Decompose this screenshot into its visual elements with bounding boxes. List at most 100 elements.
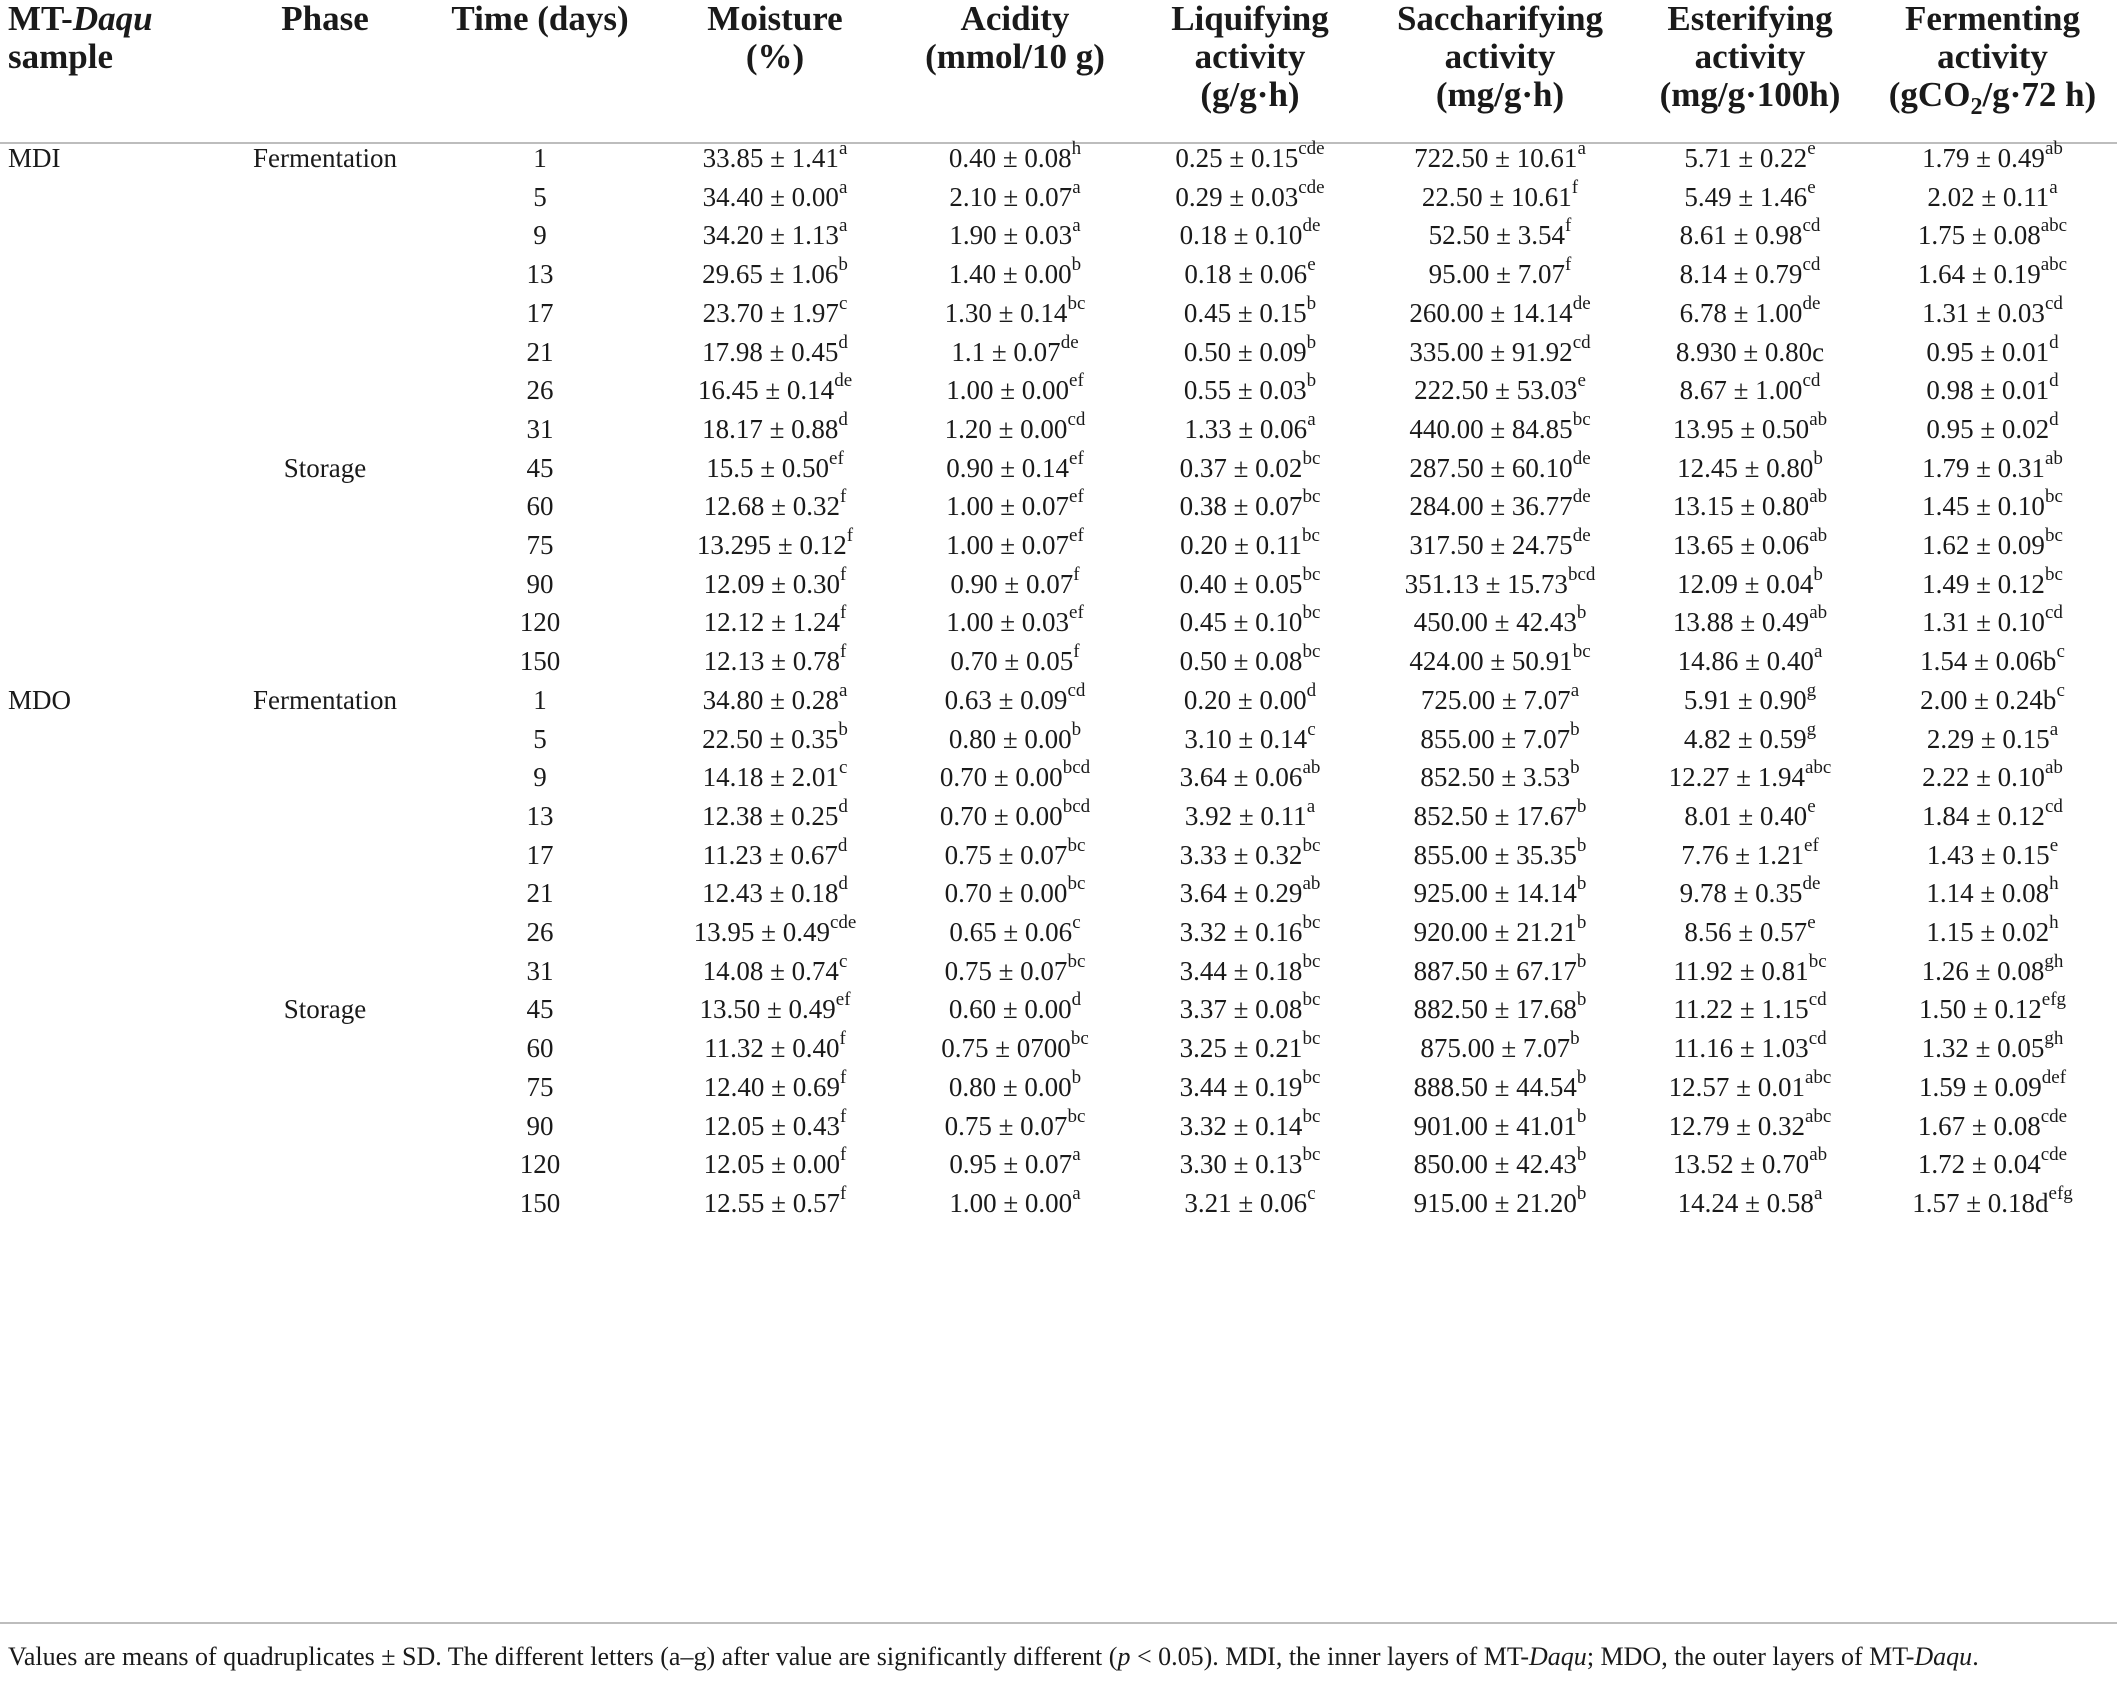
cell-value: 9.78 ± 0.35 [1679,878,1803,909]
cell-esterifying: 12.45 ± 0.80b [1630,442,1870,494]
cell-value: 8.67 ± 1.00 [1679,375,1803,406]
header-fermenting-subscript: 2 [1970,94,1983,120]
cell-value: 1.33 ± 0.06 [1184,413,1308,444]
cell-value: 0.40 ± 0.05 [1179,568,1303,599]
cell-esterifying: 6.78 ± 1.00de [1630,287,1870,339]
cell-liquifying: 0.37 ± 0.02bc [1135,442,1365,494]
significance-letters: b [1071,1066,1082,1088]
cell-esterifying: 8.01 ± 0.40e [1630,790,1870,842]
significance-letters: de [1572,525,1591,546]
cell-esterifying: 8.67 ± 1.00cd [1630,364,1870,416]
significance-letters: ef [1069,602,1084,624]
significance-letters: ef [1069,525,1084,546]
cell-saccharifying: 335.00 ± 91.92cd [1365,326,1635,378]
table-row: 17 11.23 ± 0.67d 0.75 ± 0.07bc 3.33 ± 0.32b… [0,829,2117,881]
header-moisture-line1: Moisture [707,0,843,38]
significance-letters: a [1577,138,1586,159]
cell-value: 440.00 ± 84.85 [1409,413,1573,444]
cell-value: 12.38 ± 0.25 [702,800,839,831]
table-row: 21 12.43 ± 0.18d 0.70 ± 0.00bc 3.64 ± 0.29a… [0,867,2117,919]
significance-letters: ab [1809,408,1828,430]
cell-value: 0.20 ± 0.00 [1183,684,1307,715]
significance-letters: f [839,1028,846,1050]
cell-fermenting: 1.31 ± 0.03cd [1870,287,2115,339]
cell-value: 12.55 ± 0.57 [703,1187,840,1218]
significance-letters: bcd [1062,757,1091,779]
table-row: 5 22.50 ± 0.35b 0.80 ± 0.00b 3.10 ± 0.14c 85… [0,713,2117,765]
significance-letters: ef [1069,486,1084,508]
cell-value: 1.40 ± 0.00 [948,259,1072,290]
cell-esterifying: 8.14 ± 0.79cd [1630,248,1870,300]
cell-acidity: 1.20 ± 0.00cd [895,403,1135,455]
cell-value: 0.65 ± 0.06 [949,917,1073,947]
significance-letters: b [1576,1105,1587,1127]
cell-saccharifying: 317.50 ± 24.75de [1365,519,1635,571]
cell-value: 3.37 ± 0.08 [1179,994,1303,1025]
cell-value: 1.00 ± 0.00 [946,375,1070,406]
significance-letters: a [838,215,848,237]
table-row: MDO Fermentation 1 34.80 ± 0.28a 0.63 ± 0.09… [0,674,2117,726]
significance-letters: de [1572,486,1591,508]
cell-fermenting: 2.02 ± 0.11a [1870,171,2115,223]
cell-value: 1.57 ± 0.18d [1912,1187,2049,1218]
cell-value: 1.67 ± 0.08 [1917,1110,2041,1141]
cell-fermenting: 1.43 ± 0.15e [1870,829,2115,881]
significance-letters: h [1071,138,1082,159]
header-moisture-line2: (%) [745,37,805,76]
cell-value: 52.50 ± 3.54 [1428,220,1565,251]
significance-letters: b [1576,1144,1587,1166]
cell-fermenting: 1.67 ± 0.08cde [1870,1100,2115,1152]
significance-letters: cd [1802,370,1821,392]
cell-value: 882.50 ± 17.68 [1413,994,1577,1025]
header-fermenting: Fermenting activity (gCO2/g·72 h) [1870,0,2115,126]
cell-value: 34.40 ± 0.00 [702,181,839,212]
header-esterifying: Esterifying activity (mg/g·100h) [1630,0,1870,114]
cell-value: 450.00 ± 42.43 [1413,607,1577,638]
cell-value: 0.45 ± 0.15 [1183,297,1307,328]
cell-value: 0.29 ± 0.03 [1175,181,1299,212]
table-row: 13 12.38 ± 0.25d 0.70 ± 0.00bcd 3.92 ± 0.11… [0,790,2117,842]
cell-acidity: 0.75 ± 0.07bc [895,1100,1135,1152]
significance-letters: f [1565,254,1572,276]
cell-time: 26 [526,375,554,406]
cell-liquifying: 0.50 ± 0.08bc [1135,635,1365,687]
cell-esterifying: 14.86 ± 0.40a [1630,635,1870,687]
cell-value: 317.50 ± 24.75 [1409,530,1573,560]
cell-value: 1.79 ± 0.49 [1922,143,2045,173]
cell-value: 722.50 ± 10.61 [1414,143,1578,173]
cell-liquifying: 3.64 ± 0.29ab [1135,867,1365,919]
cell-liquifying: 0.40 ± 0.05bc [1135,558,1365,610]
cell-value: 8.01 ± 0.40 [1684,800,1808,831]
cell-acidity: 0.95 ± 0.07a [895,1138,1135,1190]
cell-time: 45 [526,452,554,483]
cell-value: 2.00 ± 0.24b [1920,684,2057,715]
significance-letters: a [1813,1182,1823,1204]
significance-letters: cde [2040,1144,2068,1166]
cell-fermenting: 1.45 ± 0.10bc [1870,480,2115,532]
cell-esterifying: 9.78 ± 0.35de [1630,867,1870,919]
cell-value: 0.90 ± 0.07 [950,568,1074,599]
significance-letters: b [1306,331,1317,353]
table-bottom-rule [0,1622,2117,1624]
cell-value: 875.00 ± 7.07 [1420,1033,1571,1064]
cell-value: 23.70 ± 1.97 [702,297,839,328]
significance-letters: f [840,1144,847,1166]
significance-letters: ab [2044,757,2063,779]
cell-value: 1.26 ± 0.08 [1921,955,2045,986]
cell-value: 0.38 ± 0.07 [1179,491,1303,522]
cell-esterifying: 12.79 ± 0.32abc [1630,1100,1870,1152]
cell-value: 0.45 ± 0.10 [1179,607,1303,638]
cell-liquifying: 0.25 ± 0.15cde [1135,132,1365,184]
significance-letters: c [1072,912,1081,933]
cell-phase: Fermentation [253,684,397,715]
significance-letters: cd [1802,254,1821,276]
cell-fermenting: 1.26 ± 0.08gh [1870,945,2115,997]
significance-letters: bc [2044,486,2063,508]
cell-value: 0.63 ± 0.09 [944,684,1068,715]
significance-letters: gh [2044,950,2064,972]
significance-letters: d [1306,679,1317,701]
cell-time: 1 [533,143,547,173]
cell-time: 13 [526,259,554,290]
cell-value: 1.20 ± 0.00 [944,413,1068,444]
